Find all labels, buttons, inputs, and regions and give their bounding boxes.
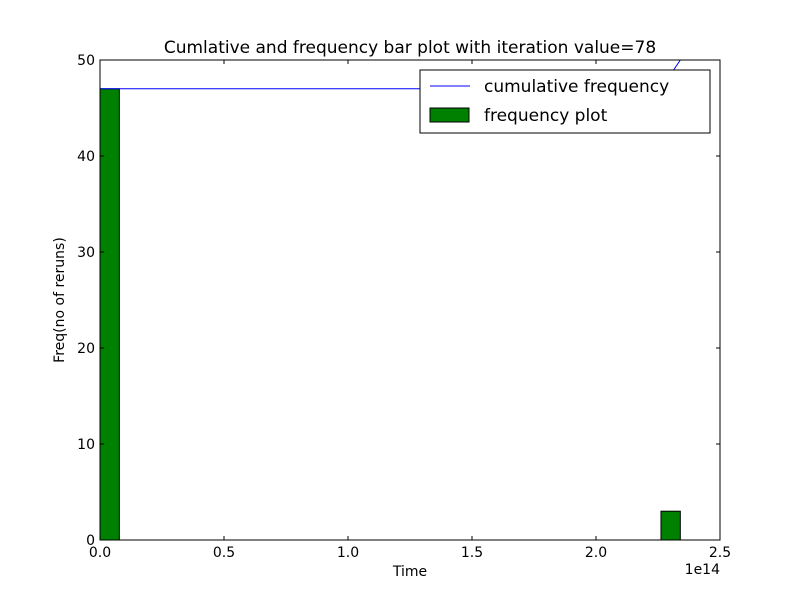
bars-layer (100, 88, 681, 540)
x-tick-label: 0.5 (213, 545, 235, 561)
x-axis-label: Time (392, 564, 427, 580)
x-axis-offset-label: 1e14 (685, 562, 720, 578)
y-tick-label: 10 (77, 437, 95, 453)
legend: cumulative frequency frequency plot (419, 69, 711, 134)
x-tick-label: 0.0 (89, 545, 111, 561)
x-tick-label: 1.0 (337, 545, 359, 561)
y-tick-label: 0 (86, 533, 95, 549)
x-tick-label: 2.0 (585, 545, 607, 561)
x-tick-label: 1.5 (461, 545, 483, 561)
y-tick-label: 30 (77, 245, 95, 261)
legend-label-frequency: frequency plot (484, 106, 608, 126)
y-tick-label: 50 (77, 53, 95, 69)
y-tick-label: 40 (77, 149, 95, 165)
legend-bar-swatch (429, 107, 470, 123)
x-tick-label: 2.5 (709, 545, 731, 561)
plot-frame (99, 59, 721, 541)
bar (660, 510, 681, 540)
y-tick-label: 20 (77, 341, 95, 357)
ticks-layer: 0.0 0.5 1.0 1.5 2.0 2.5 0 10 20 30 40 50 (77, 53, 731, 561)
legend-label-cumulative: cumulative frequency (484, 77, 669, 97)
y-axis-label: Freq(no of reruns) (52, 237, 68, 363)
chart-title: Cumlative and frequency bar plot with it… (164, 38, 656, 58)
